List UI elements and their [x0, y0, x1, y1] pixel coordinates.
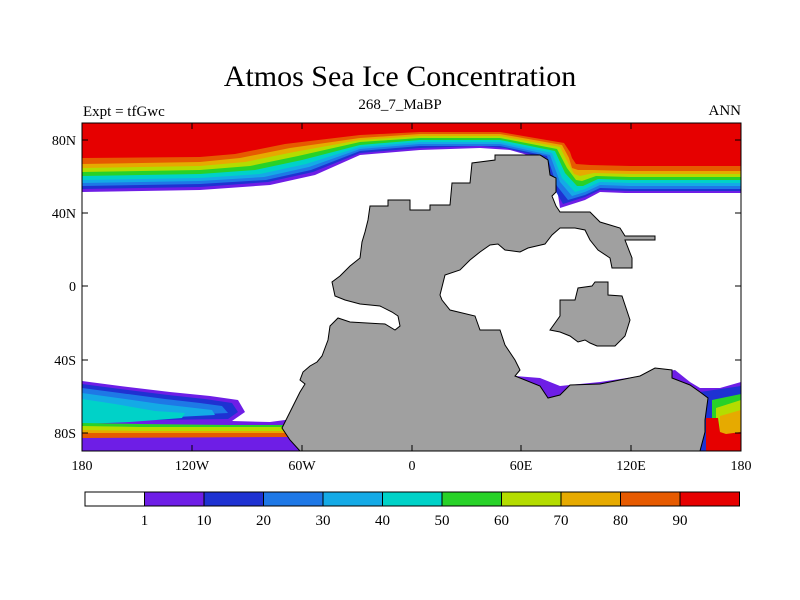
- colorbar-label-40: 40: [375, 513, 390, 529]
- colorbar-box-6: [441, 491, 502, 507]
- lon-tick-180w: 180: [72, 459, 93, 474]
- colorbar-box-3: [263, 491, 324, 507]
- colorbar-labels: 1 10 20 30 40 50 60 70 80 90: [141, 513, 688, 529]
- colorbar-label-1: 1: [141, 513, 149, 529]
- lat-tick-80n: 80N: [52, 134, 76, 149]
- lat-tick-40n: 40N: [52, 207, 76, 222]
- colorbar: [84, 491, 740, 507]
- lon-labels: 180 120W 60W 0 60E 120E 180: [72, 459, 752, 474]
- colorbar-box-10: [679, 491, 740, 507]
- colorbar-label-30: 30: [316, 513, 331, 529]
- colorbar-box-4: [322, 491, 383, 507]
- colorbar-box-8: [560, 491, 621, 507]
- antarctic-sea-ice-west: [82, 381, 300, 451]
- land-masses: [281, 154, 709, 451]
- colorbar-box-1: [144, 491, 205, 507]
- experiment-label: Expt = tfGwc: [83, 104, 165, 120]
- lon-tick-60e: 60E: [510, 459, 533, 474]
- colorbar-label-70: 70: [554, 513, 569, 529]
- colorbar-label-50: 50: [435, 513, 450, 529]
- lat-ticks: [82, 139, 741, 434]
- plot-title: Atmos Sea Ice Concentration: [223, 60, 577, 93]
- plot-subtitle: 268_7_MaBP: [358, 97, 442, 113]
- colorbar-box-7: [501, 491, 562, 507]
- lat-labels: 80N 40N 0 40S 80S: [52, 134, 76, 442]
- lon-tick-120e: 120E: [616, 459, 646, 474]
- colorbar-label-90: 90: [673, 513, 688, 529]
- colorbar-box-0: [84, 491, 145, 507]
- pangea-land: [281, 154, 709, 451]
- colorbar-label-60: 60: [494, 513, 509, 529]
- lon-ticks: [191, 123, 632, 451]
- colorbar-label-10: 10: [197, 513, 212, 529]
- colorbar-box-2: [203, 491, 264, 507]
- lat-tick-0: 0: [69, 280, 76, 295]
- arctic-sea-ice: [82, 123, 741, 208]
- colorbar-label-20: 20: [256, 513, 271, 529]
- season-label: ANN: [708, 103, 742, 119]
- lon-tick-0: 0: [409, 459, 416, 474]
- colorbar-label-80: 80: [613, 513, 628, 529]
- colorbar-box-9: [620, 491, 681, 507]
- lon-tick-120w: 120W: [175, 459, 210, 474]
- lon-tick-60w: 60W: [288, 459, 316, 474]
- lat-tick-80s: 80S: [54, 427, 76, 442]
- colorbar-box-5: [382, 491, 443, 507]
- lat-tick-40s: 40S: [54, 354, 76, 369]
- lon-tick-180e: 180: [731, 459, 752, 474]
